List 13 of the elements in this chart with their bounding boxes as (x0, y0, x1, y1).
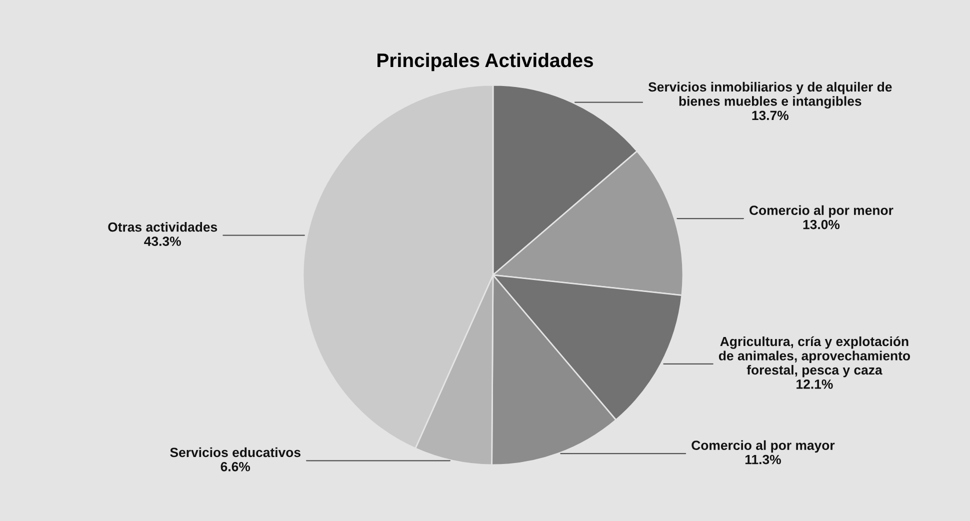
data-label: 6.6% (220, 462, 250, 472)
slice-label: Otras actividades (108, 222, 218, 232)
data-label: 12.1% (796, 380, 833, 389)
data-label: 13.7% (752, 110, 788, 120)
slice-label: Comercio al por mayor (692, 440, 835, 453)
data-label: 11.3% (745, 454, 781, 464)
slice-label: Agricultura, cría y explotación de animales, aprovechamiento forestal, pesca y caza (718, 336, 910, 378)
slice-label: Comercio al por menor (750, 205, 894, 218)
slice-label: Servicios inmobiliarios y de alquiler de bienes muebles e intangibles (648, 82, 892, 109)
chart-title: Principales Actividades (378, 52, 593, 72)
slice-label: Servicios educativos (170, 447, 300, 458)
data-label: 43.3% (144, 236, 181, 246)
data-label: 13.0% (803, 220, 840, 230)
